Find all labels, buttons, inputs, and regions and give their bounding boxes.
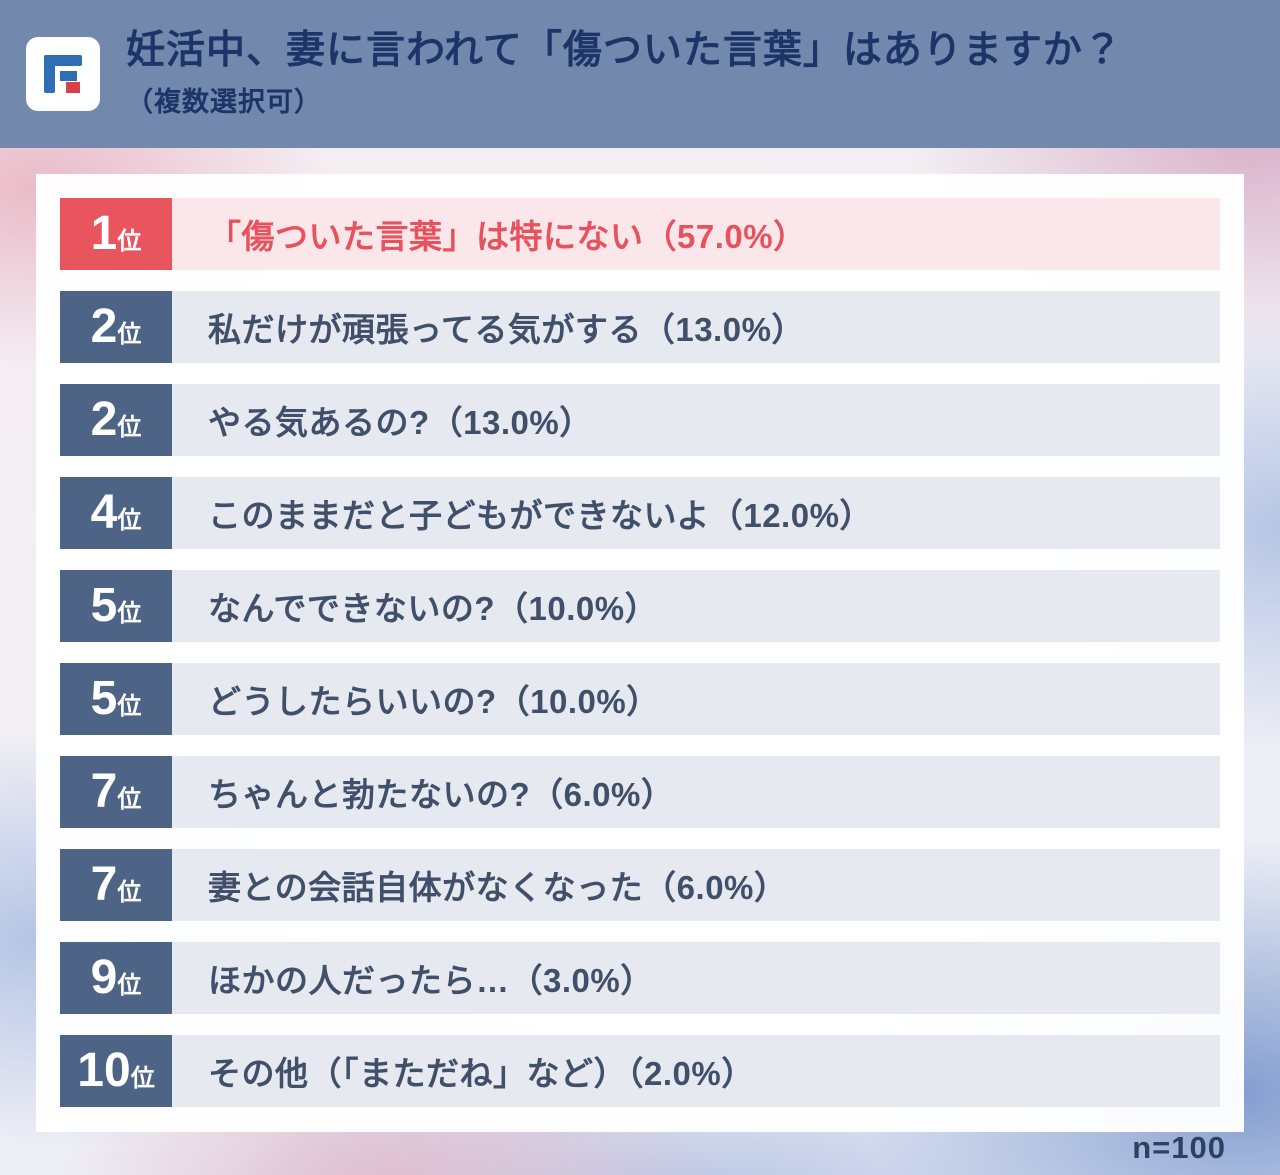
rank-text: 4位 — [91, 489, 142, 537]
answer-label: 妻との会話自体がなくなった（6.0%） — [172, 849, 1220, 921]
rank-text: 10位 — [77, 1047, 154, 1095]
answer-label: やる気あるの?（13.0%） — [172, 384, 1220, 456]
rank-number: 5 — [90, 672, 118, 725]
answer-label: このままだと子どもができないよ（12.0%） — [172, 477, 1220, 549]
rank-badge: 9位 — [60, 942, 172, 1014]
rank-text: 1位 — [91, 210, 142, 258]
rank-text: 7位 — [91, 768, 142, 816]
rank-text: 5位 — [91, 582, 142, 630]
rank-number: 2 — [90, 300, 118, 353]
rank-text: 9位 — [91, 954, 142, 1002]
rank-suffix: 位 — [117, 228, 142, 255]
rank-badge: 1位 — [60, 198, 172, 270]
rank-badge: 7位 — [60, 756, 172, 828]
answer-label: 「傷ついた言葉」は特にない（57.0%） — [172, 198, 1220, 270]
sample-size-label: n=100 — [1132, 1130, 1226, 1165]
ranking-row: 4位 このままだと子どもができないよ（12.0%） — [60, 477, 1220, 549]
ranking-row: 7位 妻との会話自体がなくなった（6.0%） — [60, 849, 1220, 921]
rank-number: 7 — [90, 765, 118, 818]
rank-number: 1 — [90, 207, 118, 260]
rank-text: 2位 — [91, 396, 142, 444]
rank-number: 7 — [90, 858, 118, 911]
ranking-row: 2位 やる気あるの?（13.0%） — [60, 384, 1220, 456]
rank-suffix: 位 — [117, 600, 142, 627]
rank-badge: 4位 — [60, 477, 172, 549]
brand-logo-icon — [44, 55, 82, 93]
rank-badge: 2位 — [60, 291, 172, 363]
ranking-row: 1位 「傷ついた言葉」は特にない（57.0%） — [60, 198, 1220, 270]
answer-label: ほかの人だったら…（3.0%） — [172, 942, 1220, 1014]
answer-label: 私だけが頑張ってる気がする（13.0%） — [172, 291, 1220, 363]
answer-label: ちゃんと勃たないの?（6.0%） — [172, 756, 1220, 828]
rank-suffix: 位 — [130, 1065, 155, 1092]
rank-text: 7位 — [91, 861, 142, 909]
rank-suffix: 位 — [117, 507, 142, 534]
rank-suffix: 位 — [117, 786, 142, 813]
answer-label: なんでできないの?（10.0%） — [172, 570, 1220, 642]
rank-text: 5位 — [91, 675, 142, 723]
ranking-row: 9位 ほかの人だったら…（3.0%） — [60, 942, 1220, 1014]
rank-badge: 5位 — [60, 663, 172, 735]
ranking-list: 1位 「傷ついた言葉」は特にない（57.0%） 2位 私だけが頑張ってる気がする（13… — [60, 198, 1220, 1107]
ranking-panel: 1位 「傷ついた言葉」は特にない（57.0%） 2位 私だけが頑張ってる気がする（13… — [36, 174, 1244, 1132]
answer-label: その他（「まただね」など）（2.0%） — [172, 1035, 1220, 1107]
ranking-row: 5位 なんでできないの?（10.0%） — [60, 570, 1220, 642]
rank-suffix: 位 — [117, 972, 142, 999]
rank-suffix: 位 — [117, 414, 142, 441]
page-subtitle: （複数選択可） — [126, 86, 322, 117]
ranking-row: 5位 どうしたらいいの?（10.0%） — [60, 663, 1220, 735]
rank-badge: 7位 — [60, 849, 172, 921]
ranking-row: 2位 私だけが頑張ってる気がする（13.0%） — [60, 291, 1220, 363]
ranking-row: 7位 ちゃんと勃たないの?（6.0%） — [60, 756, 1220, 828]
rank-suffix: 位 — [117, 879, 142, 906]
rank-suffix: 位 — [117, 321, 142, 348]
rank-badge: 5位 — [60, 570, 172, 642]
rank-badge: 2位 — [60, 384, 172, 456]
header-titles: 妊活中、妻に言われて「傷ついた言葉」はありますか？ （複数選択可） — [126, 29, 1123, 119]
answer-label: どうしたらいいの?（10.0%） — [172, 663, 1220, 735]
rank-number: 5 — [90, 579, 118, 632]
rank-number: 9 — [90, 951, 118, 1004]
rank-text: 2位 — [91, 303, 142, 351]
rank-number: 4 — [90, 486, 118, 539]
brand-logo — [26, 37, 100, 111]
rank-number: 10 — [77, 1044, 131, 1097]
header-bar: 妊活中、妻に言われて「傷ついた言葉」はありますか？ （複数選択可） — [0, 0, 1280, 148]
rank-number: 2 — [90, 393, 118, 446]
rank-suffix: 位 — [117, 693, 142, 720]
rank-badge: 10位 — [60, 1035, 172, 1107]
ranking-row: 10位 その他（「まただね」など）（2.0%） — [60, 1035, 1220, 1107]
page-title: 妊活中、妻に言われて「傷ついた言葉」はありますか？ — [126, 29, 1123, 73]
